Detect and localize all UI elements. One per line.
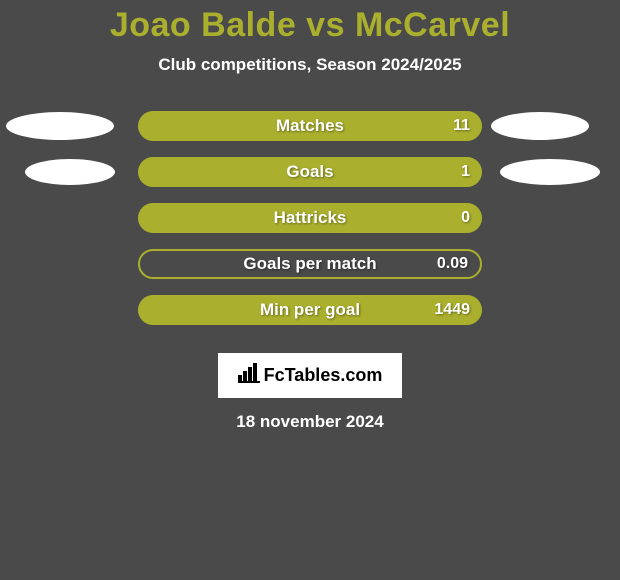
stat-bar: Goals1 (138, 157, 482, 187)
stat-row: Goals per match0.09 (0, 241, 620, 287)
player-left-ellipse (25, 159, 115, 185)
subtitle: Club competitions, Season 2024/2025 (0, 55, 620, 75)
footer-block: FcTables.com 18 november 2024 (0, 339, 620, 432)
stat-bar: Min per goal1449 (138, 295, 482, 325)
stat-value-right: 1449 (434, 301, 470, 319)
bar-chart-icon (238, 363, 260, 388)
stat-label: Goals (138, 162, 482, 182)
stat-label: Min per goal (138, 300, 482, 320)
stat-value-right: 0.09 (437, 255, 468, 273)
player-right-ellipse (500, 159, 600, 185)
page-title: Joao Balde vs McCarvel (0, 0, 620, 45)
brand-box: FcTables.com (218, 353, 403, 398)
stat-value-right: 1 (461, 163, 470, 181)
stat-label: Matches (138, 116, 482, 136)
stat-row: Min per goal1449 (0, 287, 620, 333)
date: 18 november 2024 (0, 412, 620, 432)
player-left-ellipse (6, 112, 114, 140)
brand-text: FcTables.com (264, 365, 383, 386)
stat-row: Matches11 (0, 103, 620, 149)
stat-bar: Matches11 (138, 111, 482, 141)
stat-bar: Hattricks0 (138, 203, 482, 233)
player-right-ellipse (491, 112, 589, 140)
stat-label: Goals per match (140, 254, 480, 274)
comparison-card: Joao Balde vs McCarvel Club competitions… (0, 0, 620, 580)
stat-row: Goals1 (0, 149, 620, 195)
stat-row: Hattricks0 (0, 195, 620, 241)
stats-area: Matches11 Goals1 Hattricks0 Goals per match… (0, 103, 620, 333)
stat-value-right: 0 (461, 209, 470, 227)
stat-bar: Goals per match0.09 (138, 249, 482, 279)
stat-value-right: 11 (453, 117, 470, 135)
stat-label: Hattricks (138, 208, 482, 228)
